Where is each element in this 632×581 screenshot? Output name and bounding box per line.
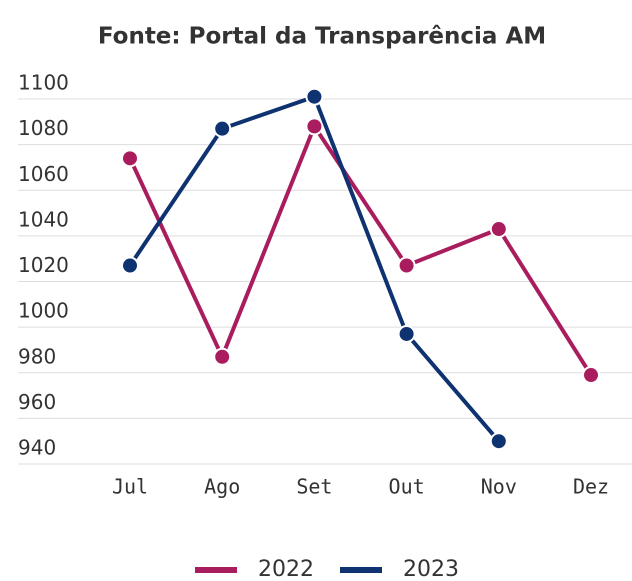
y-tick-label: 1020 [18,253,69,277]
y-tick-label: 1100 [18,71,69,95]
x-tick-label: Nov [481,475,517,499]
y-tick-label: 1060 [18,162,69,186]
legend-label: 2023 [403,557,459,581]
point [582,366,600,385]
legend-label: 2022 [258,557,314,581]
line [128,122,593,377]
y-tick-label: 1080 [18,116,69,140]
point [121,149,139,168]
y-tick-label: 1000 [18,299,69,323]
y-tick-label: 940 [18,436,56,460]
point [397,324,416,343]
x-tick-label: Ago [204,475,240,499]
line [128,94,501,443]
point [305,117,324,136]
y-tick-label: 980 [18,344,56,368]
x-tick-label: Set [296,475,332,499]
y-tick-label: 1040 [18,207,69,231]
point [121,256,139,275]
point [397,256,416,275]
point [489,432,508,451]
y-tick-label: 960 [18,390,56,414]
point [305,87,324,106]
x-tick-label: Out [389,475,425,499]
point [213,347,232,366]
point [213,119,232,138]
point [489,220,508,239]
x-tick-label: Dez [573,475,609,499]
x-tick-label: Jul [112,475,148,499]
chart-title: Fonte: Portal da Transparência AM [98,24,546,50]
